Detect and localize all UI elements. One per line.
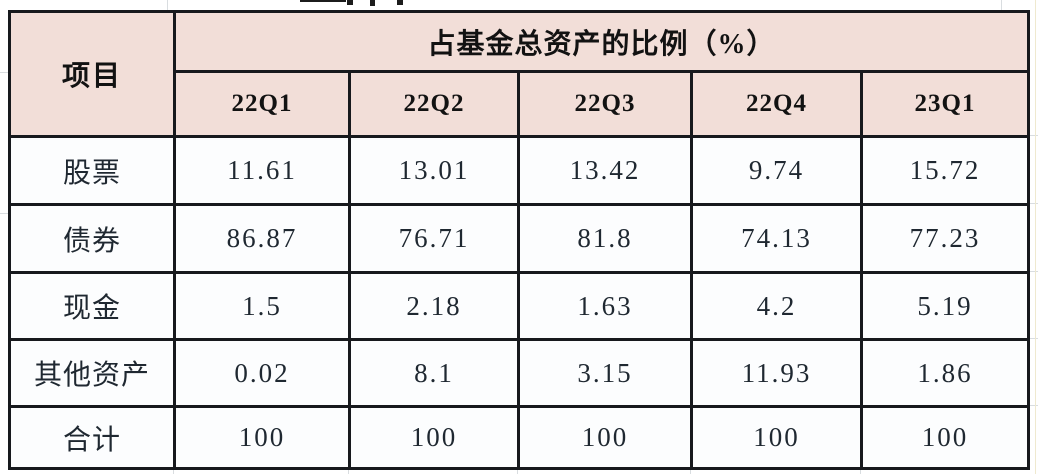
cell-value[interactable]: 9.74	[690, 135, 863, 206]
cell-value[interactable]: 4.2	[690, 271, 863, 341]
cell-value[interactable]: 15.72	[860, 135, 1030, 206]
cell-value[interactable]: 100	[173, 405, 351, 470]
margin-gridline	[1027, 203, 1038, 204]
cropped-text-remnant	[397, 0, 403, 5]
cell-value[interactable]: 86.87	[173, 203, 351, 274]
corner-header-item[interactable]: 项目	[8, 10, 176, 138]
cell-value[interactable]: 1.5	[173, 271, 351, 341]
margin-gridline	[860, 467, 861, 474]
margin-gridline	[690, 467, 691, 474]
column-header-23q1[interactable]: 23Q1	[860, 70, 1030, 138]
column-header-22q1[interactable]: 22Q1	[173, 70, 351, 138]
row-label-total[interactable]: 合计	[8, 405, 176, 470]
cell-value[interactable]: 3.15	[517, 338, 693, 408]
cell-value[interactable]: 74.13	[690, 203, 863, 274]
cell-value[interactable]: 8.1	[348, 338, 520, 408]
cell-value[interactable]: 0.02	[173, 338, 351, 408]
table-row-cash: 现金 1.5 2.18 1.63 4.2 5.19	[8, 271, 1030, 341]
cell-value[interactable]: 77.23	[860, 203, 1030, 274]
cell-value[interactable]: 2.18	[348, 271, 520, 341]
cell-value[interactable]: 11.61	[173, 135, 351, 206]
column-header-22q4[interactable]: 22Q4	[690, 70, 863, 138]
cell-value[interactable]: 76.71	[348, 203, 520, 274]
margin-gridline	[517, 467, 518, 474]
cell-value[interactable]: 11.93	[690, 338, 863, 408]
cell-value[interactable]: 1.86	[860, 338, 1030, 408]
margin-gridline	[173, 467, 174, 474]
margin-gridline	[1027, 271, 1038, 272]
cell-value[interactable]: 81.8	[517, 203, 693, 274]
row-label-other-assets[interactable]: 其他资产	[8, 338, 176, 408]
column-header-22q2[interactable]: 22Q2	[348, 70, 520, 138]
table-row-stocks: 股票 11.61 13.01 13.42 9.74 15.72	[8, 135, 1030, 206]
cell-value[interactable]: 1.63	[517, 271, 693, 341]
cell-value[interactable]: 100	[690, 405, 863, 470]
cell-value[interactable]: 100	[348, 405, 520, 470]
cell-value[interactable]: 5.19	[860, 271, 1030, 341]
margin-gridline	[0, 213, 8, 214]
margin-gridline	[1027, 135, 1038, 136]
margin-gridline	[1035, 0, 1036, 474]
cropped-text-remnant	[370, 0, 375, 6]
margin-gridline	[0, 72, 8, 73]
cell-value[interactable]: 100	[517, 405, 693, 470]
table-row-other-assets: 其他资产 0.02 8.1 3.15 11.93 1.86	[8, 338, 1030, 408]
cell-value[interactable]: 100	[860, 405, 1030, 470]
cropped-text-remnant	[300, 0, 346, 2]
margin-gridline	[348, 467, 349, 474]
column-header-22q3[interactable]: 22Q3	[517, 70, 693, 138]
table-row-bonds: 债券 86.87 76.71 81.8 74.13 77.23	[8, 203, 1030, 274]
margin-gridline	[167, 0, 168, 10]
margin-gridline	[1027, 338, 1038, 339]
row-label-bonds[interactable]: 债券	[8, 203, 176, 274]
row-label-stocks[interactable]: 股票	[8, 135, 176, 206]
cell-value[interactable]: 13.01	[348, 135, 520, 206]
table-row-total: 合计 100 100 100 100 100	[8, 405, 1030, 470]
group-header-ratio[interactable]: 占基金总资产的比例（%）	[173, 10, 1030, 73]
margin-gridline	[1001, 0, 1002, 10]
row-label-cash[interactable]: 现金	[8, 271, 176, 341]
cropped-text-remnant	[347, 0, 353, 5]
cell-value[interactable]: 13.42	[517, 135, 693, 206]
margin-gridline	[1027, 405, 1038, 406]
fund-asset-allocation-table: 项目 占基金总资产的比例（%） 22Q1 22Q2 22Q3 22Q4 23Q1…	[8, 10, 1030, 470]
